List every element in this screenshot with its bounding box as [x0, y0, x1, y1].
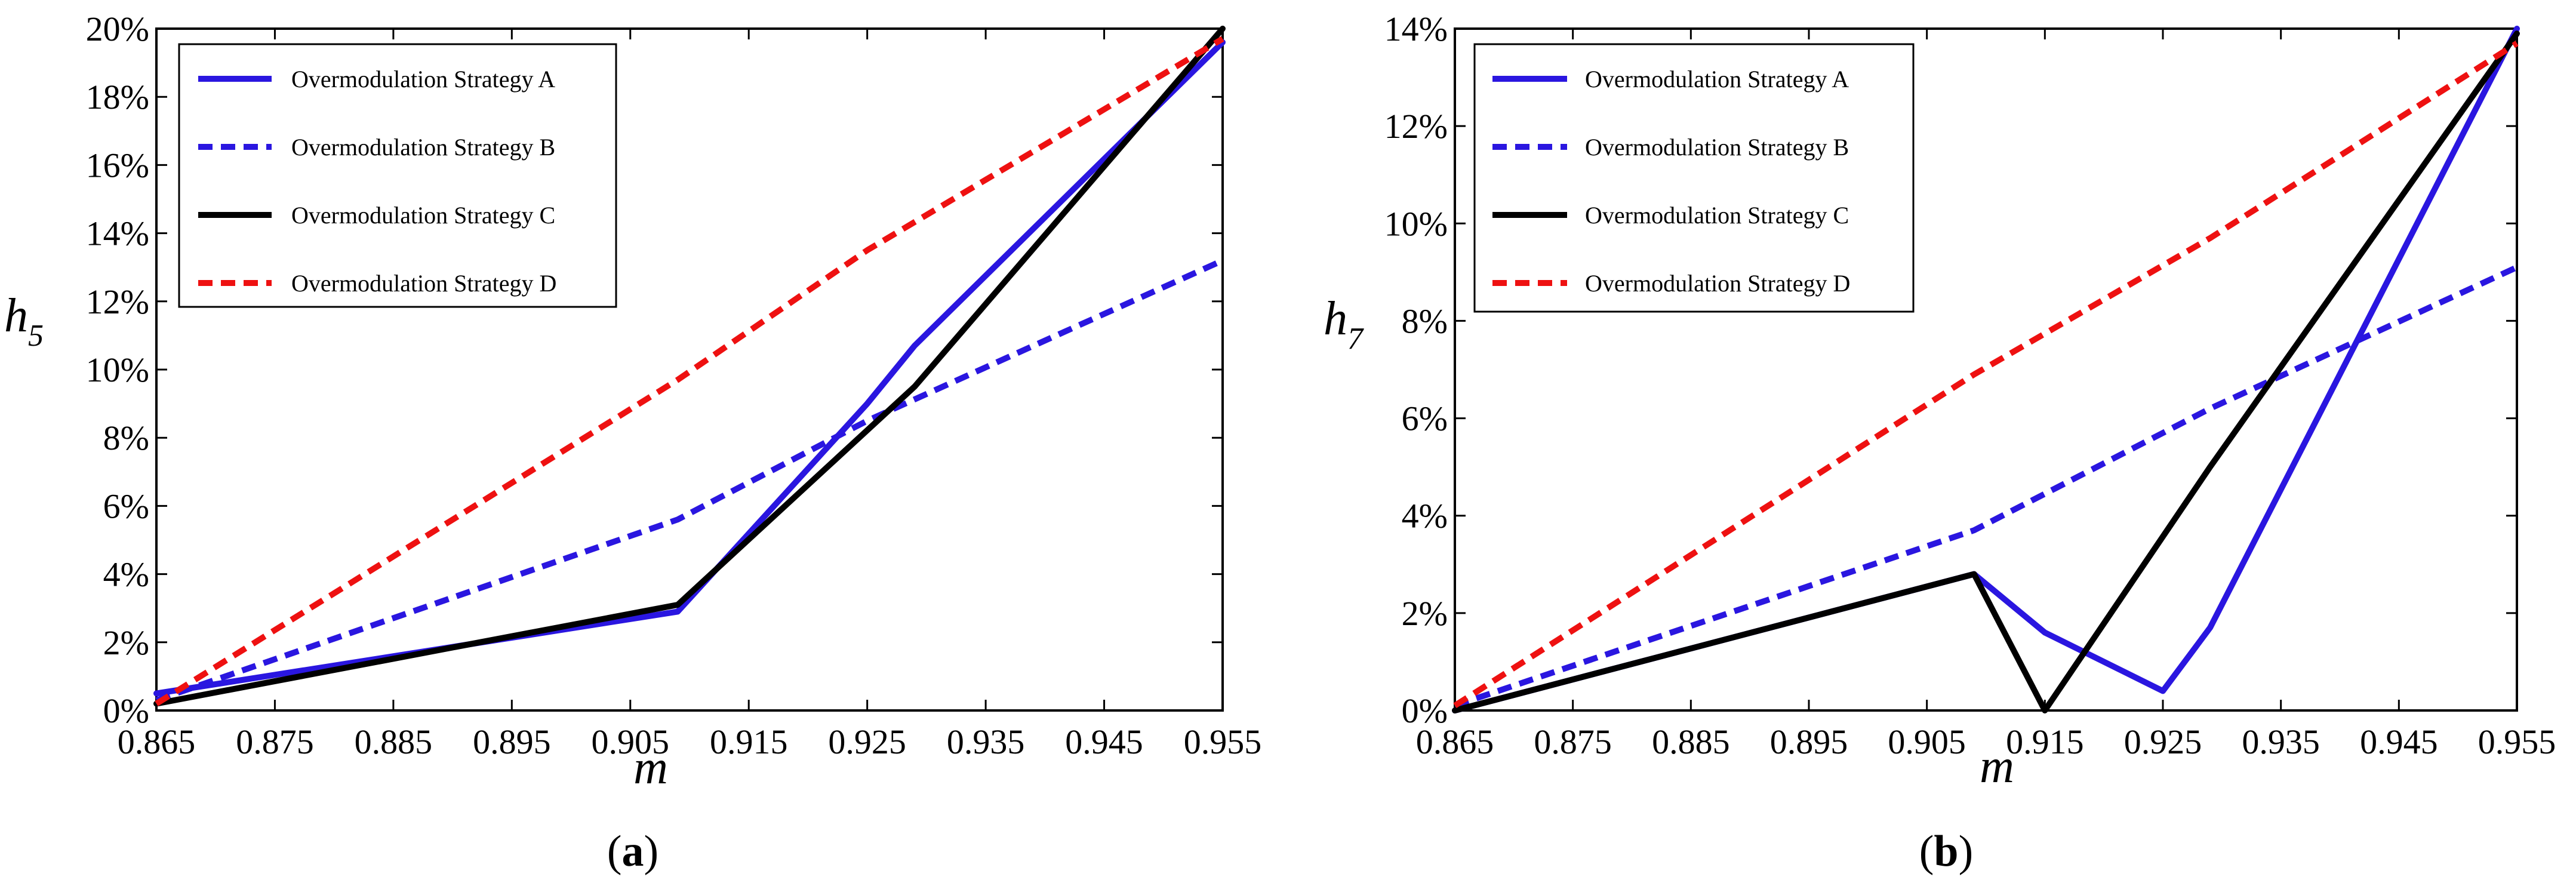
- series-line-overmodulation-strategy-b: [155, 257, 1224, 703]
- legend-label-overmodulation-strategy-d: Overmodulation Strategy D: [291, 270, 556, 297]
- y-tick-label: 2%: [1402, 594, 1448, 633]
- x-tick-label: 0.915: [2006, 722, 2084, 761]
- x-tick-label: 0.945: [2360, 722, 2438, 761]
- legend-label-overmodulation-strategy-d: Overmodulation Strategy D: [1585, 270, 1850, 297]
- y-tick-label: 14%: [1384, 10, 1448, 48]
- chart-panel-b: 0.865 0.875 0.885 0.895 0.905 0.915 0.925 0.935…: [1324, 10, 2556, 876]
- series-layer: [153, 26, 1226, 707]
- legend-label-overmodulation-strategy-a: Overmodulation Strategy A: [291, 66, 555, 93]
- legend: Overmodulation Strategy A Overmodulation …: [1473, 43, 1915, 313]
- series-layer: [1452, 26, 2520, 713]
- y-tick-label: 16%: [86, 146, 149, 184]
- x-tick-label: 0.865: [1416, 722, 1494, 761]
- y-tick-label: 6%: [1402, 399, 1448, 438]
- x-tick-label: 0.905: [592, 722, 670, 761]
- x-tick-label: 0.905: [1888, 722, 1966, 761]
- series-line-overmodulation-strategy-d: [155, 36, 1224, 706]
- x-axis: 0.865 0.875 0.885 0.895 0.905 0.915 0.925 0.935…: [118, 29, 1262, 761]
- series-line-overmodulation-strategy-d: [1453, 41, 2519, 709]
- x-tick-label: 0.885: [355, 722, 433, 761]
- y-tick-label: 10%: [86, 350, 149, 389]
- legend-label-overmodulation-strategy-b: Overmodulation Strategy B: [291, 134, 555, 161]
- y-tick-label: 8%: [1402, 302, 1448, 340]
- legend-label-overmodulation-strategy-c: Overmodulation Strategy C: [1585, 202, 1849, 229]
- legend-box: [1473, 43, 1915, 313]
- x-tick-label: 0.955: [1184, 722, 1262, 761]
- legend-label-overmodulation-strategy-b: Overmodulation Strategy B: [1585, 134, 1849, 161]
- panel-label: (a): [607, 827, 658, 876]
- x-tick-label: 0.925: [2124, 722, 2202, 761]
- x-tick-label: 0.875: [1534, 722, 1612, 761]
- x-axis-label: m: [1980, 740, 2014, 793]
- x-tick-label: 0.935: [947, 722, 1025, 761]
- x-tick-label: 0.895: [473, 722, 551, 761]
- legend-label-overmodulation-strategy-c: Overmodulation Strategy C: [291, 202, 555, 229]
- x-tick-label: 0.955: [2478, 722, 2556, 761]
- legend-label-overmodulation-strategy-a: Overmodulation Strategy A: [1585, 66, 1849, 93]
- x-tick-label: 0.915: [710, 722, 788, 761]
- y-tick-label: 4%: [103, 555, 149, 594]
- y-tick-label: 8%: [103, 419, 149, 457]
- y-axis-label: h7: [1324, 293, 1364, 356]
- chart-panel-a: 0.865 0.875 0.885 0.895 0.905 0.915 0.925 0.935…: [4, 10, 1261, 876]
- y-tick-label: 12%: [86, 282, 149, 321]
- x-tick-label: 0.865: [118, 722, 196, 761]
- x-axis: 0.865 0.875 0.885 0.895 0.905 0.915 0.925 0.935…: [1416, 29, 2556, 761]
- series-line-overmodulation-strategy-c: [1452, 30, 2520, 713]
- legend-box: [178, 43, 617, 308]
- y-tick-label: 0%: [1402, 691, 1448, 730]
- series-line-overmodulation-strategy-c: [153, 26, 1226, 707]
- y-tick-label: 2%: [103, 623, 149, 662]
- x-tick-label: 0.945: [1065, 722, 1143, 761]
- panel-label: (b): [1919, 827, 1973, 876]
- y-tick-label: 0%: [103, 691, 149, 730]
- y-tick-label: 10%: [1384, 204, 1448, 243]
- x-tick-label: 0.885: [1652, 722, 1730, 761]
- y-tick-label: 20%: [86, 10, 149, 48]
- x-tick-label: 0.935: [2242, 722, 2320, 761]
- x-tick-label: 0.895: [1770, 722, 1848, 761]
- series-line-overmodulation-strategy-b: [1454, 264, 2519, 709]
- y-tick-label: 14%: [86, 214, 149, 253]
- y-tick-label: 12%: [1384, 107, 1448, 146]
- x-tick-label: 0.925: [828, 722, 906, 761]
- y-tick-label: 4%: [1402, 497, 1448, 536]
- x-tick-label: 0.875: [236, 722, 314, 761]
- y-tick-label: 6%: [103, 487, 149, 525]
- y-axis: 0% 2% 4% 6% 8% 10% 12% 14%: [1384, 10, 2517, 730]
- x-axis-label: m: [633, 742, 668, 794]
- y-axis: 0% 2% 4% 6% 8% 10% 12% 14% 16% 18% 20%: [86, 10, 1223, 730]
- y-tick-label: 18%: [86, 78, 149, 116]
- y-axis-label: h5: [4, 290, 44, 353]
- legend: Overmodulation Strategy A Overmodulation …: [178, 43, 617, 308]
